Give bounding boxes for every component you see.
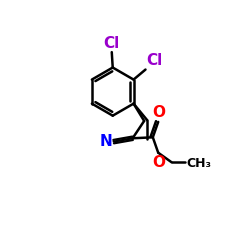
- Text: N: N: [99, 134, 112, 149]
- Text: O: O: [153, 105, 166, 120]
- Text: O: O: [153, 155, 166, 170]
- Text: Cl: Cl: [146, 53, 163, 68]
- Text: CH₃: CH₃: [186, 157, 211, 170]
- Text: Cl: Cl: [104, 36, 120, 51]
